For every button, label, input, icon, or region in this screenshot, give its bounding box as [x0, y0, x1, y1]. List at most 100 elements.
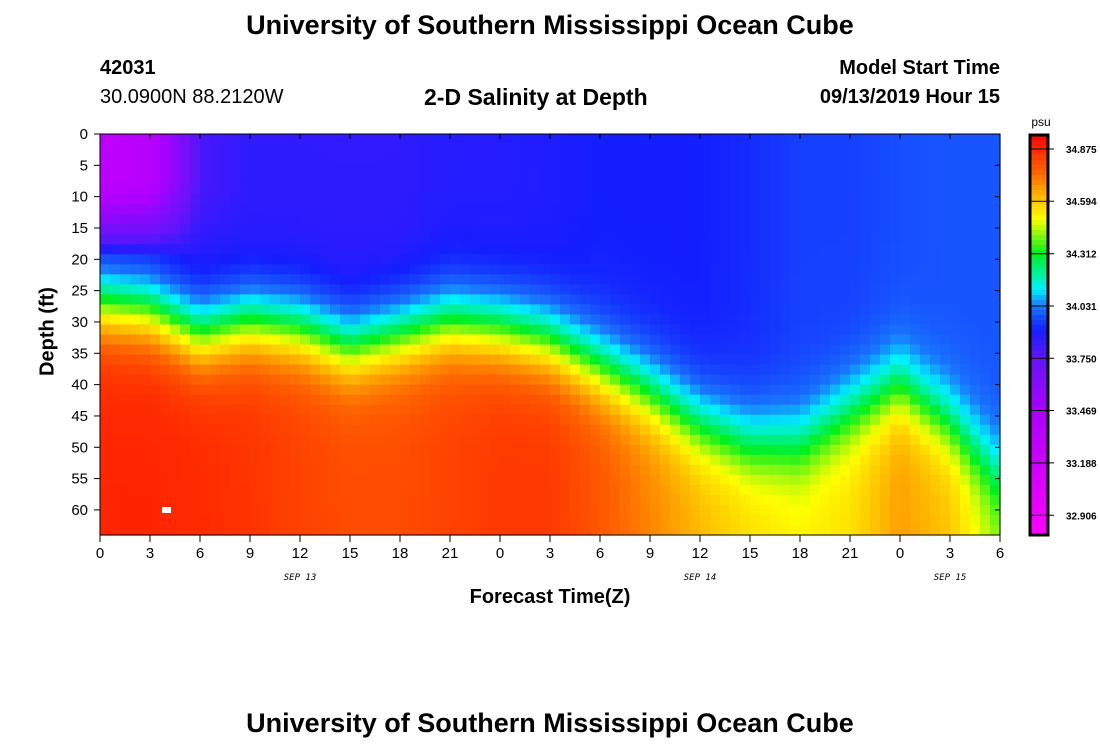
heatmap-cell — [620, 204, 631, 215]
heatmap-cell — [770, 324, 781, 336]
heatmap-cell — [280, 144, 291, 155]
heatmap-cell — [810, 444, 821, 456]
x-tick-label: 3 — [946, 545, 954, 562]
heatmap-cell — [400, 364, 411, 376]
heatmap-cell — [770, 214, 781, 225]
heatmap-cell — [450, 134, 461, 145]
heatmap-cell — [460, 344, 471, 356]
heatmap-cell — [900, 174, 911, 185]
heatmap-cell — [640, 254, 651, 265]
heatmap-cell — [790, 334, 801, 346]
heatmap-cell — [580, 414, 591, 426]
heatmap-cell — [260, 274, 271, 285]
heatmap-cell — [550, 194, 561, 205]
heatmap-cell — [180, 244, 191, 255]
heatmap-cell — [660, 354, 671, 366]
heatmap-cell — [250, 304, 261, 316]
heatmap-cell — [660, 204, 671, 215]
heatmap-cell — [490, 184, 501, 195]
heatmap-cell — [370, 244, 381, 255]
heatmap-cell — [630, 484, 641, 496]
heatmap-cell — [940, 184, 951, 195]
heatmap-cell — [770, 454, 781, 466]
heatmap-cell — [430, 234, 441, 245]
heatmap-cell — [600, 194, 611, 205]
heatmap-cell — [440, 404, 451, 416]
heatmap-cell — [870, 384, 881, 396]
heatmap-cell — [740, 334, 751, 346]
heatmap-cell — [620, 464, 631, 476]
heatmap-cell — [870, 254, 881, 265]
colorbar-swatch — [1030, 230, 1048, 236]
heatmap-cell — [110, 514, 121, 526]
heatmap-cell — [170, 204, 181, 215]
heatmap-cell — [200, 334, 211, 346]
heatmap-cell — [430, 474, 441, 486]
heatmap-cell — [600, 364, 611, 376]
heatmap-cell — [910, 514, 921, 526]
heatmap-cell — [130, 474, 141, 486]
heatmap-cell — [110, 254, 121, 265]
heatmap-cell — [890, 524, 901, 536]
heatmap-cell — [340, 134, 351, 145]
x-axis-label: Forecast Time(Z) — [469, 586, 631, 608]
heatmap-cell — [200, 474, 211, 486]
x-tick-label: 0 — [96, 545, 104, 562]
heatmap-cell — [460, 304, 471, 316]
heatmap-cell — [500, 394, 511, 406]
x-tick-label: 12 — [292, 545, 309, 562]
heatmap-cell — [290, 374, 301, 386]
heatmap-cell — [160, 184, 171, 195]
heatmap-cell — [290, 444, 301, 456]
heatmap-cell — [780, 214, 791, 225]
heatmap-cell — [140, 484, 151, 496]
heatmap-cell — [350, 234, 361, 245]
heatmap-cell — [700, 164, 711, 175]
x-tick-label: 3 — [546, 545, 554, 562]
heatmap-cell — [300, 134, 311, 145]
heatmap-cell — [590, 154, 601, 165]
heatmap-cell — [980, 374, 991, 386]
heatmap-cell — [440, 224, 451, 235]
heatmap-cell — [870, 214, 881, 225]
heatmap-cell — [770, 194, 781, 205]
heatmap-cell — [560, 134, 571, 145]
heatmap-cell — [410, 154, 421, 165]
colorbar-swatch — [1030, 225, 1048, 231]
heatmap-cell — [690, 484, 701, 496]
heatmap-cell — [890, 184, 901, 195]
heatmap-cell — [940, 504, 951, 516]
heatmap-cell — [960, 254, 971, 265]
heatmap-cell — [870, 414, 881, 426]
heatmap-cell — [640, 154, 651, 165]
heatmap-cell — [370, 354, 381, 366]
heatmap-cell — [280, 374, 291, 386]
heatmap-cell — [500, 504, 511, 516]
heatmap-cell — [340, 244, 351, 255]
heatmap-cell — [290, 204, 301, 215]
heatmap-cell — [690, 464, 701, 476]
heatmap-cell — [510, 154, 521, 165]
heatmap-cell — [300, 494, 311, 506]
heatmap-cell — [780, 284, 791, 295]
heatmap-cell — [210, 434, 221, 446]
heatmap-cell — [520, 164, 531, 175]
heatmap-cell — [830, 154, 841, 165]
heatmap-cell — [710, 314, 721, 326]
heatmap-cell — [660, 254, 671, 265]
heatmap-cell — [140, 144, 151, 155]
heatmap-cell — [930, 244, 941, 255]
heatmap-cell — [720, 504, 731, 516]
heatmap-cell — [920, 424, 931, 436]
heatmap-cell — [930, 524, 941, 536]
heatmap-cell — [370, 454, 381, 466]
heatmap-cell — [950, 484, 961, 496]
heatmap-cell — [710, 164, 721, 175]
heatmap-cell — [710, 134, 721, 145]
heatmap-cell — [130, 264, 141, 275]
heatmap-cell — [830, 304, 841, 316]
heatmap-cell — [110, 464, 121, 476]
heatmap-cell — [490, 514, 501, 526]
heatmap-cell — [350, 464, 361, 476]
heatmap-cell — [680, 224, 691, 235]
